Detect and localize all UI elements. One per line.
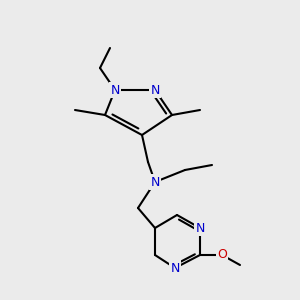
Text: N: N [170, 262, 180, 275]
Text: N: N [150, 176, 160, 188]
Text: N: N [195, 221, 205, 235]
Text: N: N [110, 83, 120, 97]
Text: N: N [150, 83, 160, 97]
Text: O: O [217, 248, 227, 262]
